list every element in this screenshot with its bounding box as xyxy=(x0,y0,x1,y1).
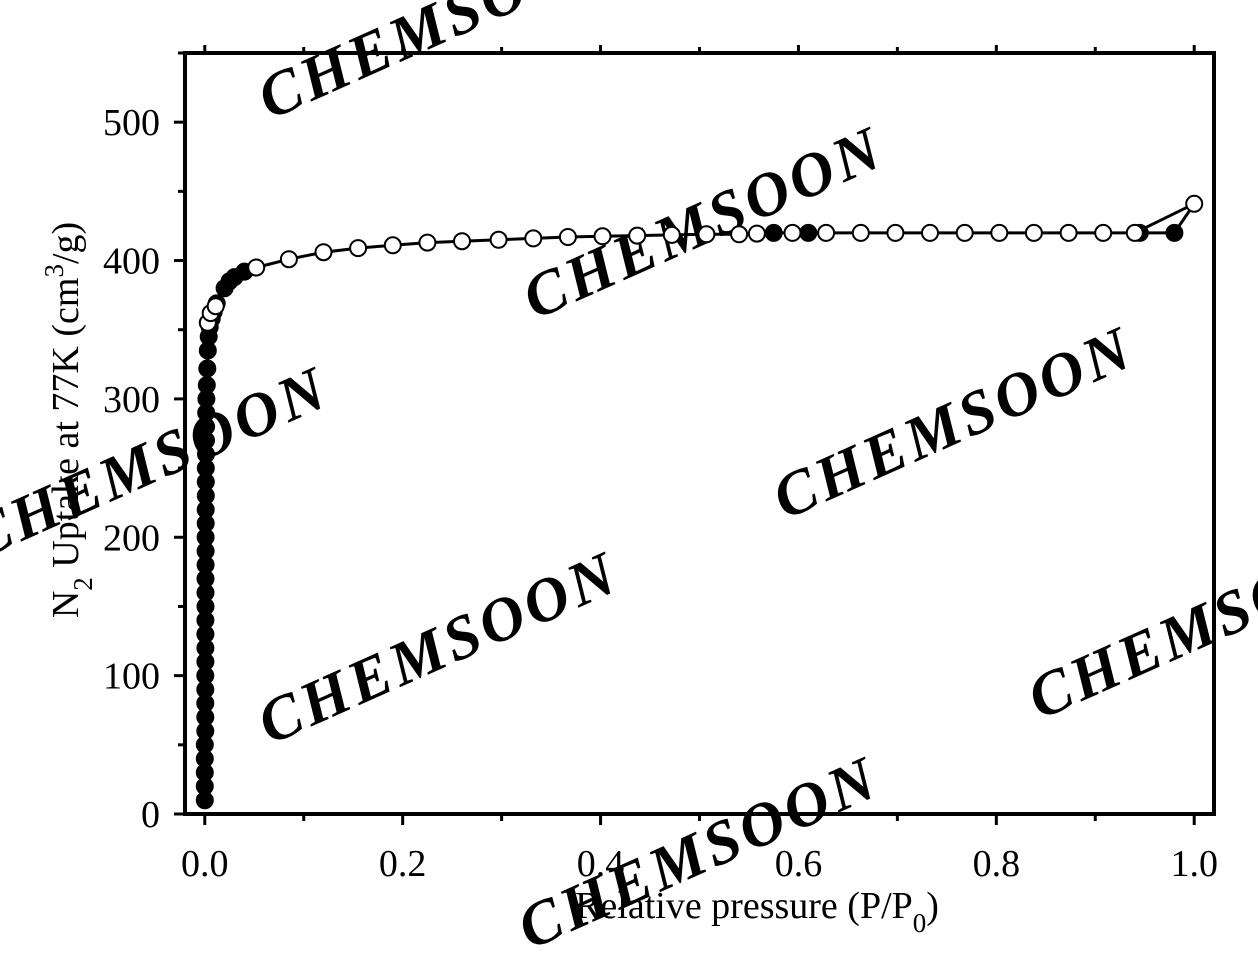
desorption-point xyxy=(1024,223,1043,242)
adsorption-point xyxy=(764,223,783,242)
desorption-point xyxy=(697,225,716,244)
desorption-point xyxy=(558,228,577,246)
desorption-point xyxy=(349,239,368,258)
y-tick-label: 200 xyxy=(103,517,160,559)
desorption-point xyxy=(851,223,870,242)
adsorption-point xyxy=(197,376,216,395)
desorption-point xyxy=(730,225,749,244)
x-tick-label: 0.4 xyxy=(577,843,625,885)
desorption-point xyxy=(886,223,905,242)
series-points xyxy=(195,194,1204,810)
desorption-point xyxy=(662,225,681,244)
desorption-point xyxy=(453,232,471,251)
x-tick-label: 0.6 xyxy=(775,843,823,885)
desorption-point xyxy=(247,258,266,277)
x-tick-label: 0.2 xyxy=(379,843,427,885)
desorption-point xyxy=(489,230,508,249)
tick-labels: 0.0 0.2 0.4 0.6 0.8 1.0 0 100 200 300 400 500 xyxy=(103,102,1218,885)
desorption-point xyxy=(1185,194,1204,213)
desorption-point xyxy=(921,223,939,242)
desorption-point xyxy=(783,223,802,242)
desorption-point xyxy=(747,224,766,243)
x-tick-label: 0.8 xyxy=(973,843,1021,885)
desorption-point xyxy=(817,223,836,242)
desorption-point xyxy=(279,250,298,269)
adsorption-point xyxy=(799,223,818,242)
desorption-point xyxy=(593,227,612,246)
y-tick-label: 100 xyxy=(103,656,160,698)
y-tick-label: 400 xyxy=(103,241,160,283)
x-tick-label: 1.0 xyxy=(1170,843,1218,885)
desorption-point xyxy=(628,226,647,245)
desorption-point xyxy=(314,243,333,262)
adsorption-point xyxy=(198,359,217,378)
desorption-point xyxy=(206,297,225,316)
axis-ticks xyxy=(174,45,1196,825)
desorption-point xyxy=(524,229,543,248)
y-tick-label: 500 xyxy=(103,102,160,144)
x-axis-title: Relative pressure (P/P0) xyxy=(575,885,939,938)
adsorption-point xyxy=(1165,223,1184,242)
desorption-point xyxy=(1059,223,1078,242)
y-axis-title: N2 Uptake at 77K (cm3/g) xyxy=(39,222,98,618)
desorption-point xyxy=(1094,223,1113,242)
y-tick-label: 0 xyxy=(141,794,160,836)
desorption-point xyxy=(1125,223,1144,242)
x-tick-label: 0.0 xyxy=(181,843,229,885)
y-tick-label: 300 xyxy=(103,379,160,421)
desorption-point xyxy=(955,223,974,242)
desorption-point xyxy=(990,223,1009,242)
desorption-point xyxy=(383,236,402,255)
desorption-point xyxy=(418,233,437,252)
